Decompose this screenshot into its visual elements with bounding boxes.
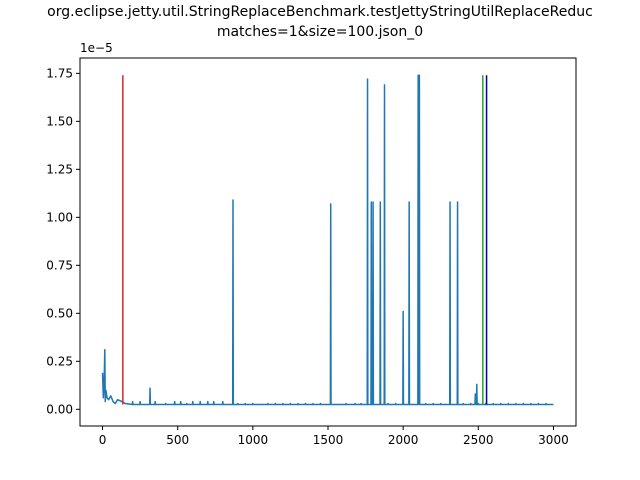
y-tick-label: 0.50 xyxy=(46,306,73,320)
y-tick-label: 0.75 xyxy=(46,258,73,272)
series-line xyxy=(101,74,554,406)
x-tick-label: 1500 xyxy=(313,433,344,447)
x-tick-label: 0 xyxy=(99,433,107,447)
x-axis: 0 500 1000 1500 2000 2500 3000 xyxy=(99,426,569,447)
plot-frame xyxy=(79,57,577,427)
chart-title: org.eclipse.jetty.util.StringReplaceBenc… xyxy=(47,4,593,40)
x-tick-label: 1000 xyxy=(238,433,269,447)
plot-area xyxy=(101,74,554,406)
y-tick-label: 1.75 xyxy=(46,66,73,80)
y-axis: 0.00 0.25 0.50 0.75 1.00 1.25 1.50 1.75 xyxy=(46,66,80,416)
chart-title-line-1: org.eclipse.jetty.util.StringReplaceBenc… xyxy=(47,4,593,20)
x-tick-label: 2500 xyxy=(463,433,494,447)
y-tick-label: 0.00 xyxy=(46,402,73,416)
chart-title-line-2: matches=1&size=100.json_0 xyxy=(217,24,423,40)
y-tick-label: 1.25 xyxy=(46,162,73,176)
x-tick-label: 3000 xyxy=(538,433,569,447)
y-tick-label: 1.50 xyxy=(46,114,73,128)
y-tick-label: 0.25 xyxy=(46,354,73,368)
x-tick-label: 500 xyxy=(166,433,189,447)
y-offset-label: 1e−5 xyxy=(80,41,113,55)
y-tick-label: 1.00 xyxy=(46,210,73,224)
x-tick-label: 2000 xyxy=(388,433,419,447)
